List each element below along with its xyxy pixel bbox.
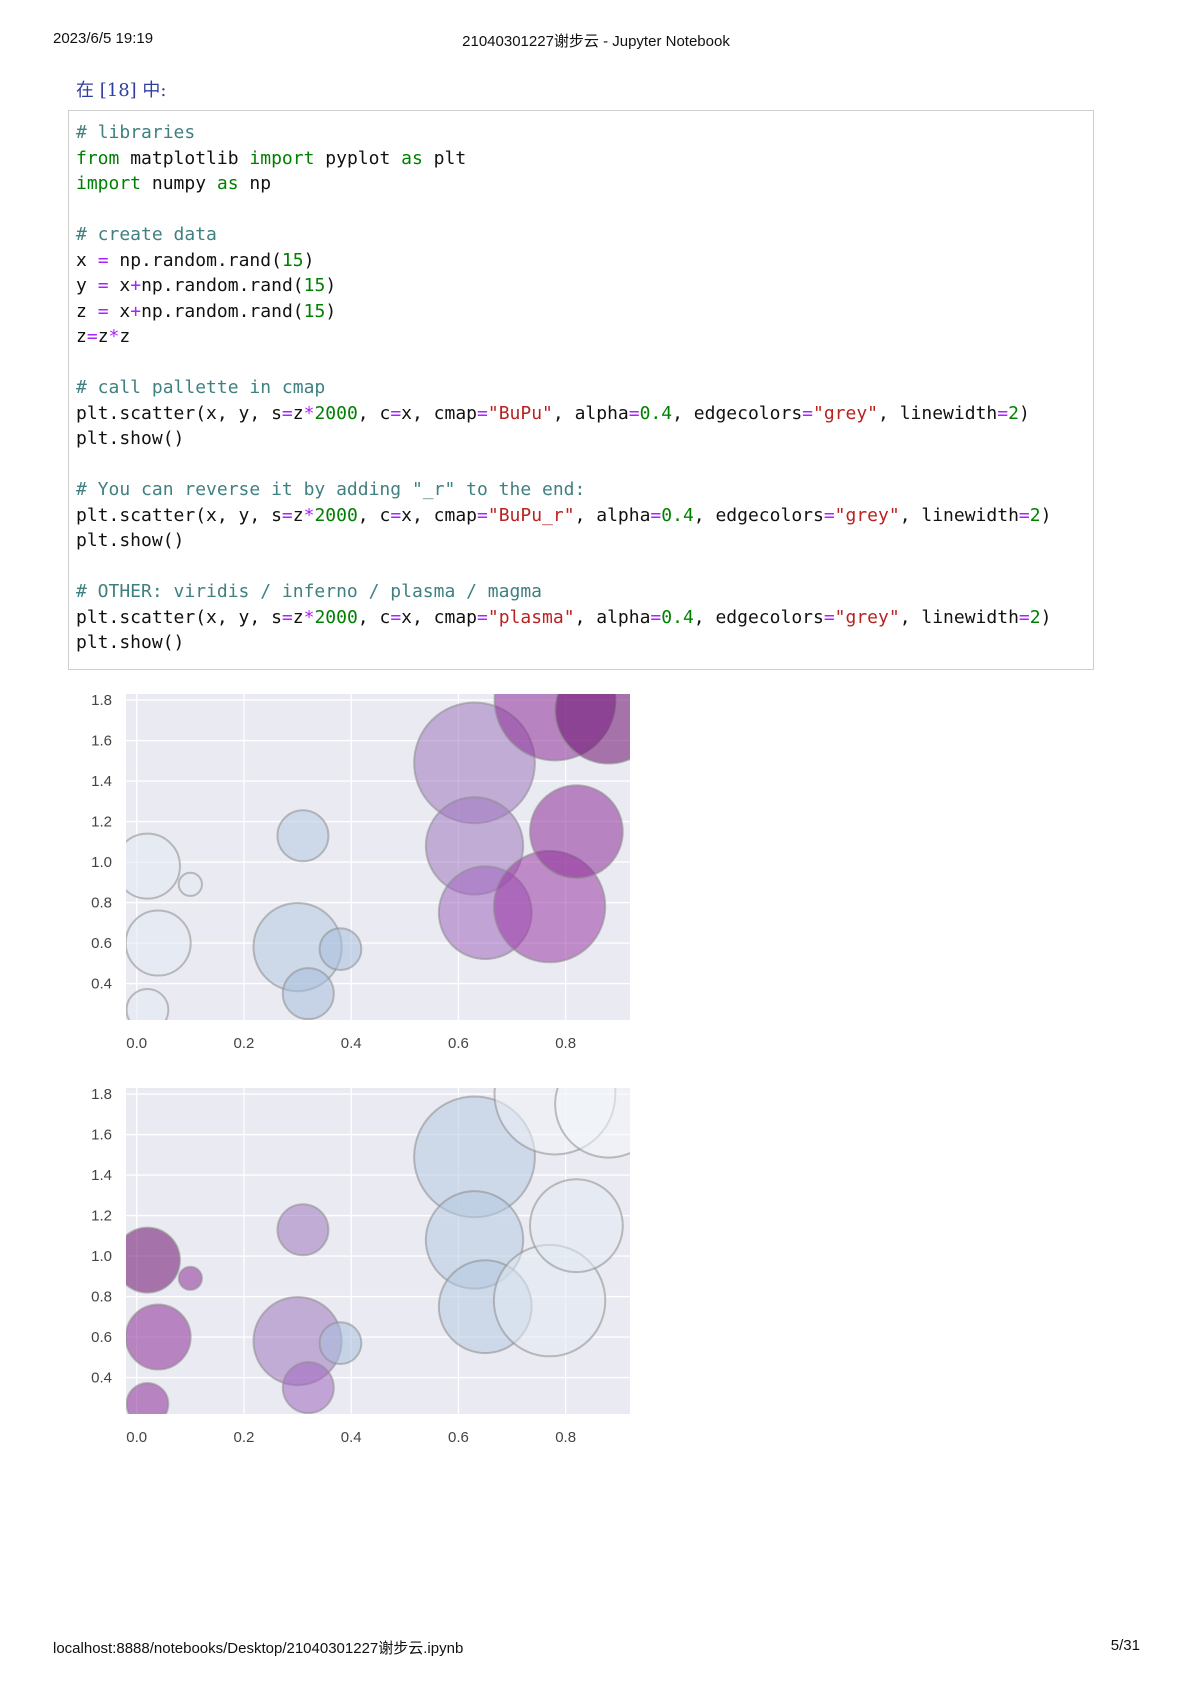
x-tick-label: 0.2 — [234, 1429, 255, 1446]
y-tick-label: 1.0 — [91, 854, 112, 871]
code-line: # OTHER: viridis / inferno / plasma / ma… — [76, 581, 542, 602]
code-line — [76, 350, 1051, 376]
code-cell[interactable]: # libraries from matplotlib import pyplot… — [68, 110, 1094, 670]
code-line: plt.scatter(x, y, s=z*2000, c=x, cmap="p… — [76, 606, 1052, 628]
scatter-plot-bupu-r: 0.0 0.2 0.4 0.6 0.8 0.4 0.6 0.8 1.0 1.2 1.4 1.6 1.8 — [78, 1080, 638, 1455]
x-tick-label: 0.0 — [126, 1035, 147, 1052]
code-line: # call pallette in cmap — [76, 377, 326, 398]
scatter-point — [126, 987, 170, 1020]
code-line: z=z*z — [76, 326, 131, 347]
code-line — [76, 197, 1051, 223]
x-tick-label: 0.4 — [341, 1429, 362, 1446]
y-tick-label: 1.2 — [91, 1208, 112, 1225]
scatter-point — [276, 809, 330, 863]
print-footer-url: localhost:8888/notebooks/Desktop/2104030… — [53, 1640, 464, 1657]
y-tick-label: 1.0 — [91, 1248, 112, 1265]
scatter-point — [177, 1265, 203, 1291]
scatter-point — [177, 871, 203, 897]
print-header-title: 21040301227谢步云 - Jupyter Notebook — [462, 33, 730, 50]
print-footer-page-number: 5/31 — [1110, 1637, 1140, 1654]
scatter-point — [554, 1088, 630, 1159]
code-line: plt.show() — [76, 632, 185, 653]
scatter-plot-bupu-r-svg: 0.0 0.2 0.4 0.6 0.8 0.4 0.6 0.8 1.0 1.2 1.4 1.6 1.8 — [91, 1086, 630, 1446]
code-editor[interactable]: # libraries from matplotlib import pyplot… — [76, 120, 1051, 656]
scatter-point — [126, 1303, 192, 1371]
scatter-point — [281, 1361, 335, 1414]
code-line: from matplotlib import pyplot as plt — [76, 147, 467, 169]
y-tick-label: 1.4 — [91, 1167, 112, 1184]
code-line: # libraries — [76, 122, 196, 143]
scatter-plot-bupu: 0.0 0.2 0.4 0.6 0.8 0.4 0.6 0.8 1.0 1.2 1.4 1.6 1.8 — [78, 686, 638, 1061]
x-tick-label: 0.2 — [234, 1035, 255, 1052]
y-tick-label: 1.6 — [91, 733, 112, 750]
code-line — [76, 554, 1051, 580]
code-line: import numpy as np — [76, 173, 272, 194]
code-line: z = x+np.random.rand(15) — [76, 300, 337, 322]
code-line: plt.scatter(x, y, s=z*2000, c=x, cmap="B… — [76, 402, 1030, 424]
x-tick-label: 0.8 — [555, 1035, 576, 1052]
x-tick-label: 0.6 — [448, 1035, 469, 1052]
scatter-point — [528, 1178, 624, 1274]
y-tick-label: 1.4 — [91, 773, 112, 790]
code-line: plt.show() — [76, 428, 185, 449]
y-tick-label: 0.4 — [91, 976, 112, 993]
print-header-date: 2023/6/5 19:19 — [53, 30, 154, 47]
code-line: x = np.random.rand(15) — [76, 249, 315, 271]
y-tick-label: 1.6 — [91, 1127, 112, 1144]
code-line: plt.scatter(x, y, s=z*2000, c=x, cmap="B… — [76, 504, 1052, 526]
x-tick-label: 0.8 — [555, 1429, 576, 1446]
x-tick-label: 0.0 — [126, 1429, 147, 1446]
x-tick-label: 0.4 — [341, 1035, 362, 1052]
y-tick-label: 0.6 — [91, 935, 112, 952]
code-line: # You can reverse it by adding "_r" to t… — [76, 479, 586, 500]
code-line — [76, 452, 1051, 478]
cell-input-prompt: 在 [18] 中: — [76, 80, 167, 101]
y-tick-label: 0.4 — [91, 1370, 112, 1387]
scatter-point — [276, 1203, 330, 1257]
y-tick-label: 1.8 — [91, 692, 112, 709]
code-line: y = x+np.random.rand(15) — [76, 275, 337, 296]
y-tick-label: 0.8 — [91, 1289, 112, 1306]
y-tick-label: 1.8 — [91, 1086, 112, 1103]
y-tick-label: 1.2 — [91, 814, 112, 831]
scatter-point — [126, 909, 192, 977]
code-line: plt.show() — [76, 530, 185, 551]
x-tick-label: 0.6 — [448, 1429, 469, 1446]
code-line: # create data — [76, 224, 217, 245]
scatter-point — [126, 832, 181, 900]
scatter-point — [318, 927, 363, 972]
scatter-point — [126, 1226, 181, 1294]
scatter-point — [318, 1321, 363, 1366]
scatter-point — [528, 784, 624, 880]
scatter-plot-bupu-svg: 0.0 0.2 0.4 0.6 0.8 0.4 0.6 0.8 1.0 1.2 1.4 1.6 1.8 — [91, 692, 630, 1052]
scatter-point — [126, 1381, 170, 1414]
y-tick-label: 0.8 — [91, 895, 112, 912]
scatter-point — [554, 694, 630, 765]
scatter-point — [281, 967, 335, 1020]
y-tick-label: 0.6 — [91, 1329, 112, 1346]
